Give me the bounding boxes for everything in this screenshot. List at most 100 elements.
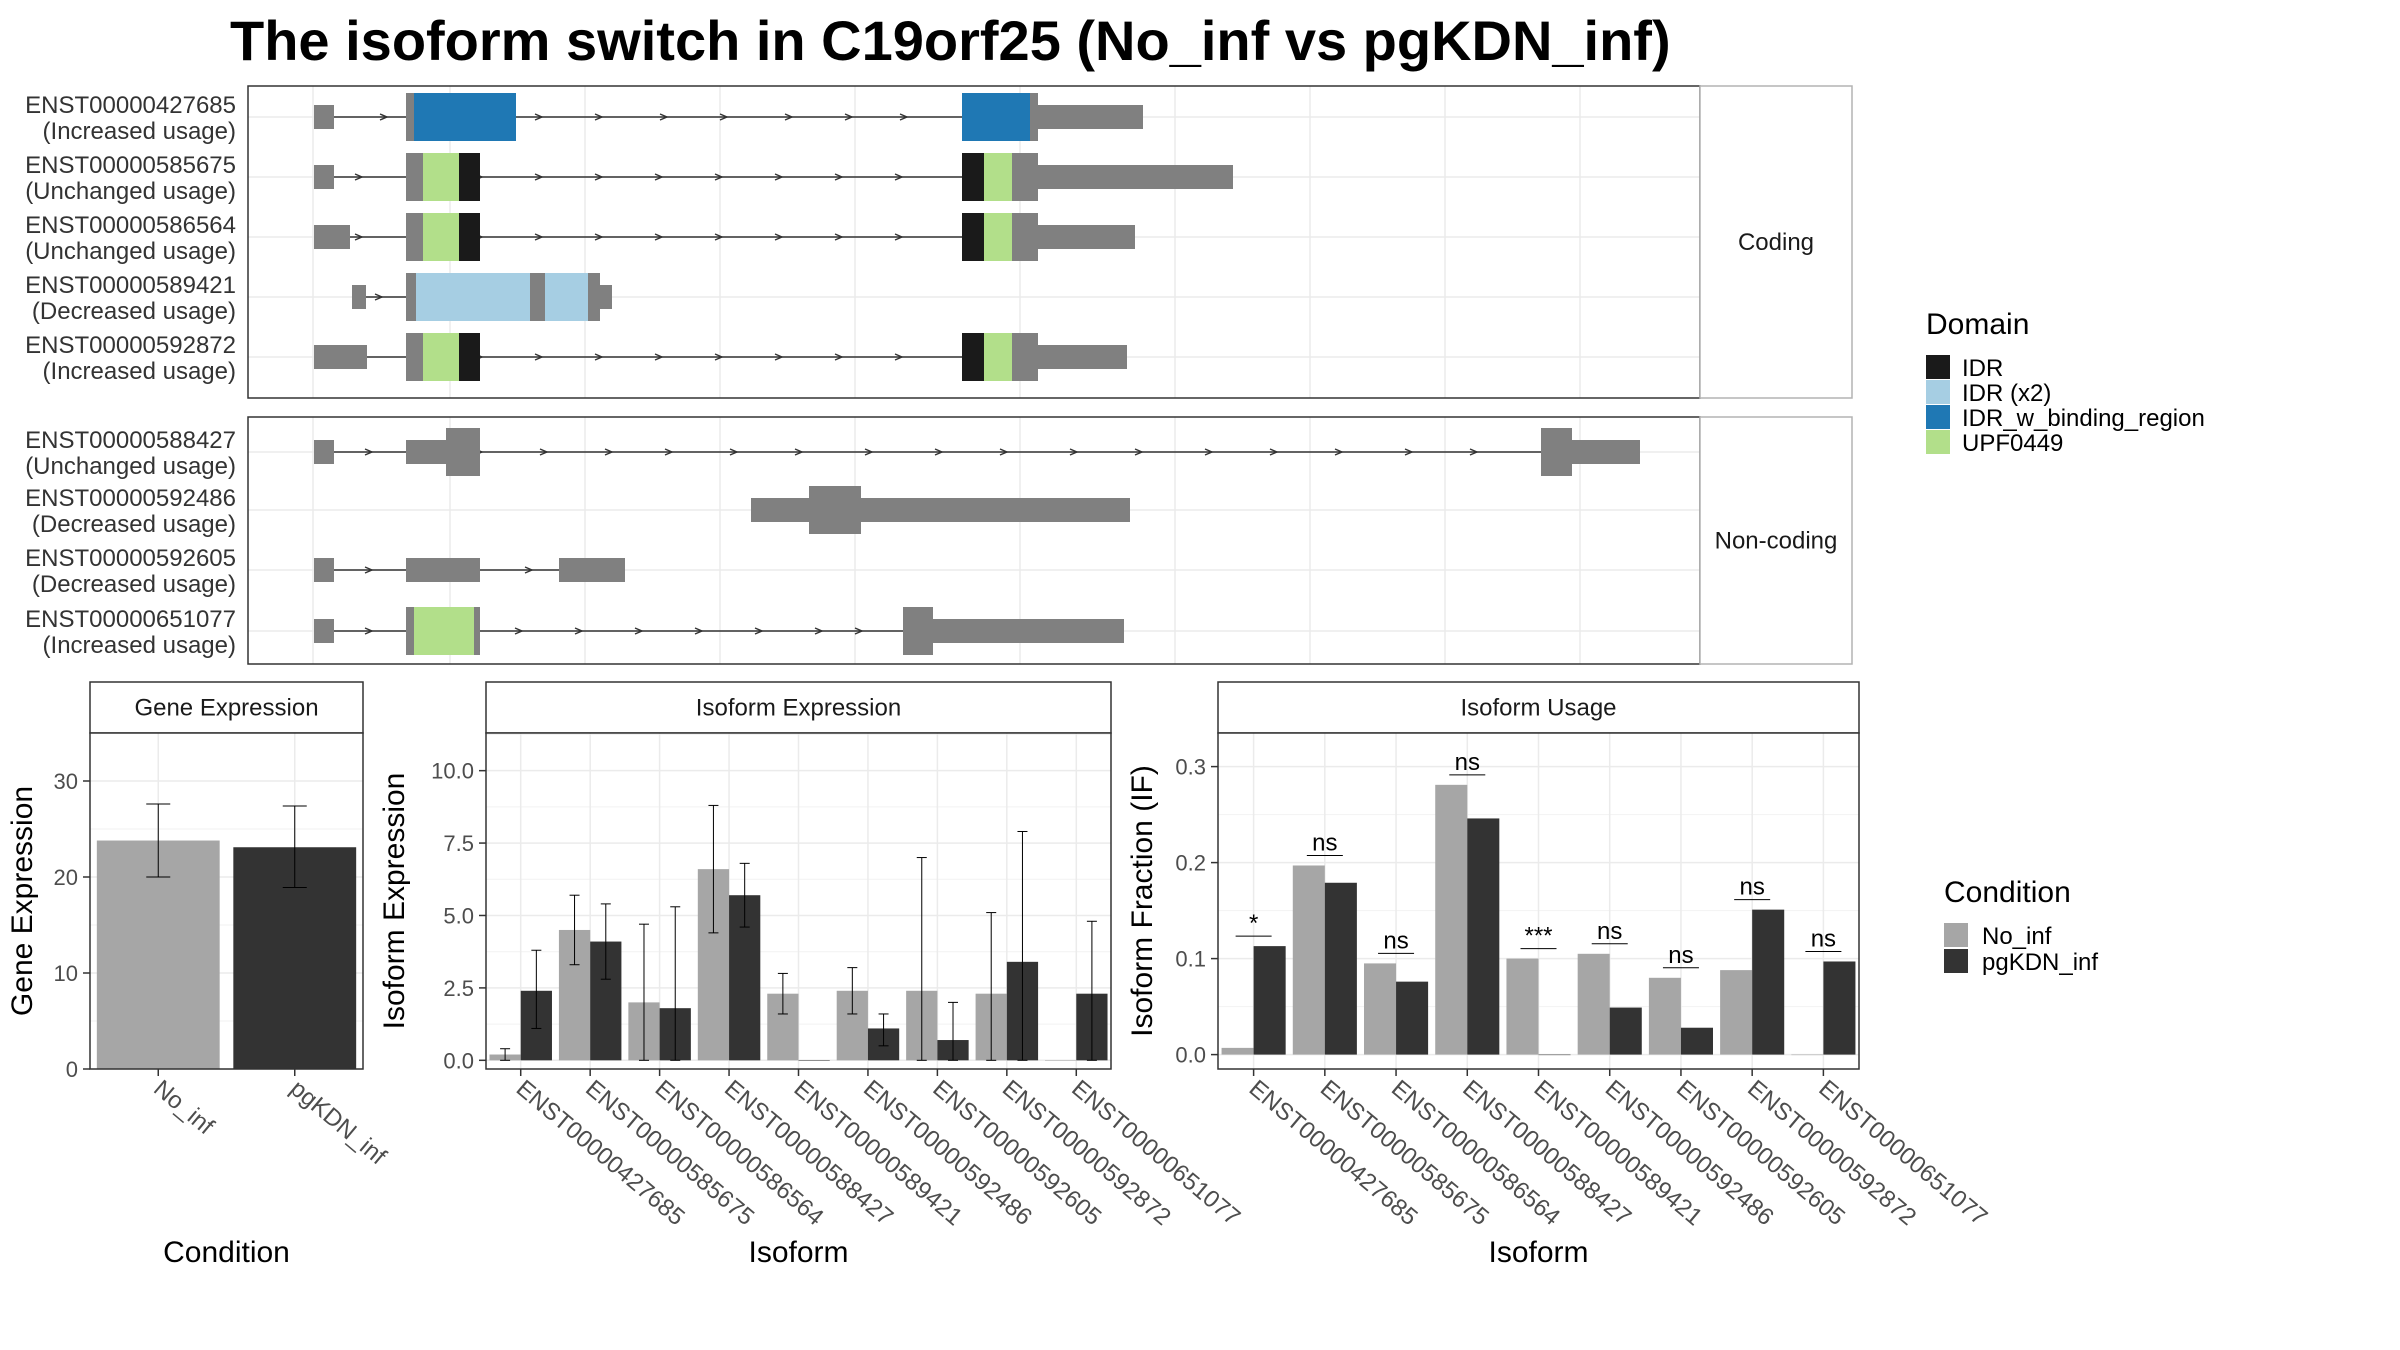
transcript-id-label: ENST00000589421 bbox=[25, 272, 236, 299]
exon-utr bbox=[314, 440, 334, 464]
y-tick-label: 0.3 bbox=[1175, 755, 1206, 780]
strand-arrow bbox=[534, 173, 544, 181]
domain-legend-title: Domain bbox=[1926, 308, 2029, 341]
strand-arrow bbox=[594, 173, 604, 181]
strand-arrow bbox=[774, 173, 784, 181]
significance-label: ns bbox=[1811, 925, 1836, 952]
significance-label: ns bbox=[1455, 749, 1480, 776]
y-tick-label: 0.1 bbox=[1175, 947, 1206, 972]
significance-label: ns bbox=[1597, 918, 1622, 945]
strand-arrow bbox=[1134, 448, 1144, 456]
exon-cds bbox=[588, 273, 600, 321]
strand-arrow bbox=[999, 448, 1009, 456]
y-tick-label: 10 bbox=[54, 961, 78, 986]
transcript-id-label: ENST00000592872 bbox=[25, 332, 236, 359]
transcript-usage-label: (Increased usage) bbox=[43, 632, 236, 659]
bar-no-inf bbox=[1720, 970, 1753, 1055]
strand-arrow bbox=[634, 627, 644, 635]
facet-strip-label: Coding bbox=[1738, 229, 1814, 256]
legend-key-idr-binding bbox=[1926, 405, 1950, 429]
exon-cds bbox=[406, 273, 416, 321]
transcript-id-label: ENST00000588427 bbox=[25, 427, 236, 454]
y-tick-label: 20 bbox=[54, 865, 78, 890]
domain-upf0449 bbox=[414, 607, 474, 655]
strand-arrow bbox=[719, 113, 729, 121]
figure-title: The isoform switch in C19orf25 (No_inf v… bbox=[230, 9, 1671, 72]
exon-cds bbox=[1030, 93, 1038, 141]
transcript-panel-non-coding: ENST00000588427(Unchanged usage) ENST0000… bbox=[25, 416, 1853, 665]
exon-cds bbox=[406, 93, 414, 141]
exon-utr bbox=[314, 225, 350, 249]
y-tick-label: 2.5 bbox=[443, 976, 474, 1001]
bar-no-inf bbox=[1435, 784, 1468, 1055]
strand-arrow bbox=[659, 113, 669, 121]
strand-arrow bbox=[794, 448, 804, 456]
legend-key-no-inf bbox=[1944, 923, 1968, 947]
transcript-id-label: ENST00000592605 bbox=[25, 545, 236, 572]
strand-arrow bbox=[534, 233, 544, 241]
condition-legend-title: Condition bbox=[1944, 876, 2071, 909]
exon-cds bbox=[809, 486, 861, 534]
chart-strip bbox=[1217, 681, 1860, 734]
strand-arrow bbox=[729, 448, 739, 456]
gene-expression-chart: Gene Expression 0 10 20 30 No_inf pgKDN_inf Con… bbox=[6, 681, 391, 1269]
domain-idr-x2- bbox=[545, 273, 588, 321]
strand-arrow bbox=[714, 173, 724, 181]
x-tick-label: No_inf bbox=[148, 1075, 219, 1140]
exon-utr bbox=[314, 558, 334, 582]
exon-utr bbox=[1038, 225, 1135, 249]
exon-utr bbox=[861, 498, 1130, 522]
transcript-id-label: ENST00000651077 bbox=[25, 606, 236, 633]
exon-utr bbox=[1038, 345, 1127, 369]
exon-cds bbox=[1541, 428, 1572, 476]
strand-arrow bbox=[374, 293, 384, 301]
transcript-id-label: ENST00000585675 bbox=[25, 152, 236, 179]
facet-strip bbox=[1699, 85, 1853, 399]
exon-cds bbox=[406, 333, 423, 381]
legend-key-upf0449 bbox=[1926, 430, 1950, 454]
exon-cds bbox=[1012, 333, 1038, 381]
legend-label-pgkdn-inf: pgKDN_inf bbox=[1982, 949, 2098, 976]
exon-utr bbox=[406, 440, 446, 464]
domain-upf0449 bbox=[423, 213, 459, 261]
bar-no-inf bbox=[1648, 977, 1681, 1055]
transcript-usage-label: (Unchanged usage) bbox=[25, 178, 236, 205]
domain-legend: Domain IDR IDR (x2) IDR_w_binding_region… bbox=[1926, 308, 2205, 457]
strand-arrow bbox=[894, 233, 904, 241]
facet-strip-label: Non-coding bbox=[1715, 528, 1838, 555]
transcript-usage-label: (Unchanged usage) bbox=[25, 238, 236, 265]
domain-idr-x2- bbox=[416, 273, 530, 321]
domain-upf0449 bbox=[984, 333, 1012, 381]
domain-upf0449 bbox=[423, 333, 459, 381]
exon-cds bbox=[406, 153, 423, 201]
domain-idr-w-binding-region bbox=[962, 93, 1030, 141]
strand-arrow bbox=[364, 448, 374, 456]
strand-arrow bbox=[894, 353, 904, 361]
significance-label: ns bbox=[1668, 942, 1693, 969]
strand-arrow bbox=[814, 627, 824, 635]
strand-arrow bbox=[354, 173, 364, 181]
strand-arrow bbox=[1334, 448, 1344, 456]
strand-arrow bbox=[714, 233, 724, 241]
strand-arrow bbox=[834, 233, 844, 241]
domain-idr bbox=[962, 153, 984, 201]
strand-arrow bbox=[524, 566, 534, 574]
strand-arrow bbox=[844, 113, 854, 121]
strand-arrow bbox=[774, 353, 784, 361]
bar-pgkdn-inf bbox=[1823, 961, 1856, 1055]
exon-utr bbox=[559, 558, 625, 582]
exon-utr bbox=[314, 165, 334, 189]
significance-label: *** bbox=[1524, 923, 1552, 950]
chart-title: Isoform Expression bbox=[696, 695, 901, 722]
strand-arrow bbox=[784, 113, 794, 121]
strand-arrow bbox=[1469, 448, 1479, 456]
exon-cds bbox=[903, 607, 933, 655]
domain-idr bbox=[962, 333, 984, 381]
exon-cds bbox=[406, 213, 423, 261]
domain-idr-w-binding-region bbox=[414, 93, 516, 141]
condition-legend: Condition No_inf pgKDN_inf bbox=[1944, 876, 2098, 976]
exon-cds bbox=[446, 428, 480, 476]
exon-utr bbox=[1038, 105, 1143, 129]
strand-arrow bbox=[894, 173, 904, 181]
